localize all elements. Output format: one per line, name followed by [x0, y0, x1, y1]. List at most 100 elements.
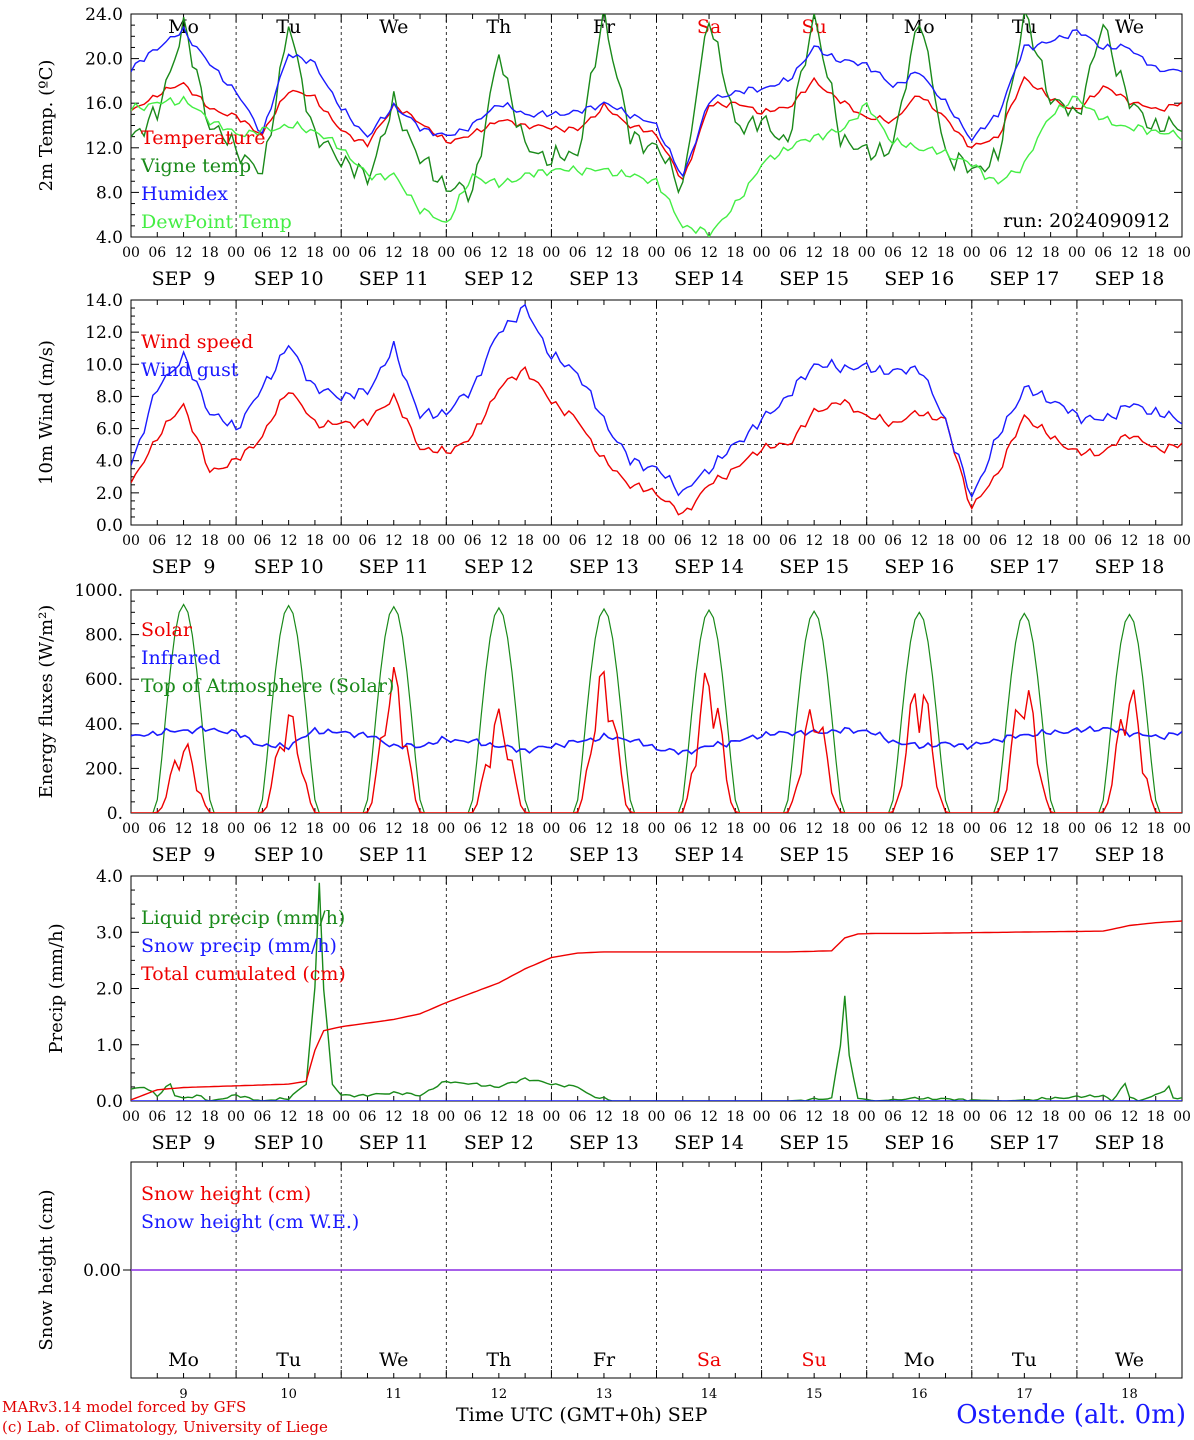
- hour-tick-label: 18: [1042, 533, 1060, 549]
- day-number-label: 10: [280, 1387, 297, 1402]
- hour-tick-label: 18: [832, 533, 850, 549]
- day-number-label: 12: [491, 1387, 508, 1402]
- day-number-label: 14: [701, 1387, 718, 1402]
- hour-tick-label: 06: [148, 245, 166, 261]
- hour-tick-label: 00: [1173, 1109, 1191, 1125]
- hour-tick-label: 12: [1015, 821, 1033, 837]
- hour-tick-label: 06: [569, 533, 587, 549]
- weekday-label: Th: [486, 16, 511, 38]
- y-axis-label: Energy fluxes (W/m²): [36, 605, 57, 799]
- weekday-label: Su: [802, 1349, 827, 1371]
- hour-tick-label: 00: [648, 245, 666, 261]
- hour-tick-label: 00: [1068, 1109, 1086, 1125]
- hour-tick-label: 06: [253, 1109, 271, 1125]
- hour-tick-label: 12: [1015, 245, 1033, 261]
- hour-tick-label: 00: [122, 245, 140, 261]
- date-label: SEP 10: [254, 1132, 324, 1154]
- hour-tick-label: 00: [437, 533, 455, 549]
- weekday-label: Sa: [697, 1349, 721, 1371]
- hour-tick-label: 12: [280, 1109, 298, 1125]
- hour-tick-label: 12: [280, 533, 298, 549]
- hour-tick-label: 00: [1173, 245, 1191, 261]
- date-label: SEP 10: [254, 844, 324, 866]
- y-axis-label: 2m Temp. (ºC): [36, 60, 57, 192]
- series-line-top-of-atmosphere: [131, 603, 1182, 813]
- hour-tick-label: 18: [726, 821, 744, 837]
- hour-tick-label: 18: [201, 821, 219, 837]
- hour-tick-label: 18: [516, 245, 534, 261]
- legend-entry: Temperature: [141, 127, 265, 149]
- hour-tick-label: 12: [175, 1109, 193, 1125]
- weekday-label: Fr: [593, 16, 616, 38]
- hour-tick-label: 18: [411, 821, 429, 837]
- y-tick-label: 2.0: [96, 484, 123, 504]
- hour-tick-label: 18: [516, 821, 534, 837]
- station-label: Ostende (alt. 0m): [956, 1400, 1186, 1430]
- day-number-label: 13: [596, 1387, 613, 1402]
- hour-tick-label: 12: [700, 245, 718, 261]
- hour-tick-label: 06: [884, 533, 902, 549]
- run-label: run: 2024090912: [1003, 210, 1170, 232]
- hour-tick-label: 18: [306, 1109, 324, 1125]
- date-label: SEP 16: [884, 556, 954, 578]
- hour-tick-label: 18: [1147, 1109, 1165, 1125]
- hour-tick-label: 12: [1121, 1109, 1139, 1125]
- legend-entry: Snow height (cm W.E.): [141, 1211, 359, 1233]
- y-tick-label: 20.0: [85, 50, 123, 70]
- hour-tick-label: 18: [516, 533, 534, 549]
- hour-tick-label: 18: [937, 821, 955, 837]
- date-label: SEP 13: [569, 556, 639, 578]
- hour-tick-label: 18: [621, 245, 639, 261]
- hour-tick-label: 00: [122, 1109, 140, 1125]
- series-line-wind-gust: [131, 303, 1182, 499]
- weekday-label: Fr: [593, 1349, 616, 1371]
- hour-tick-label: 00: [542, 245, 560, 261]
- hour-tick-label: 06: [569, 1109, 587, 1125]
- hour-tick-label: 18: [937, 533, 955, 549]
- hour-tick-label: 06: [1094, 821, 1112, 837]
- y-tick-label: 1.0: [96, 1036, 123, 1056]
- date-label: SEP 11: [359, 268, 429, 290]
- hour-tick-label: 06: [1094, 245, 1112, 261]
- hour-tick-label: 12: [175, 245, 193, 261]
- hour-tick-label: 00: [648, 533, 666, 549]
- legend-entry: Vigne temp: [140, 155, 251, 177]
- date-label: SEP 12: [464, 556, 534, 578]
- legend-entry: Humidex: [141, 183, 228, 205]
- date-label: SEP 18: [1095, 844, 1165, 866]
- hour-tick-label: 00: [227, 533, 245, 549]
- y-tick-label: 6.0: [96, 420, 123, 440]
- hour-tick-label: 12: [490, 245, 508, 261]
- hour-tick-label: 06: [989, 245, 1007, 261]
- hour-tick-label: 00: [963, 245, 981, 261]
- hour-tick-label: 18: [832, 821, 850, 837]
- hour-tick-label: 12: [1015, 533, 1033, 549]
- hour-tick-label: 12: [385, 245, 403, 261]
- date-label: SEP 17: [989, 844, 1059, 866]
- date-label: SEP 17: [989, 556, 1059, 578]
- legend-entry: Solar: [141, 619, 193, 641]
- hour-tick-label: 06: [1094, 1109, 1112, 1125]
- date-label: SEP 9: [152, 556, 216, 578]
- hour-tick-label: 06: [989, 821, 1007, 837]
- date-label: SEP 18: [1095, 268, 1165, 290]
- series-line-wind-speed: [131, 365, 1182, 516]
- hour-tick-label: 12: [910, 245, 928, 261]
- date-label: SEP 11: [359, 1132, 429, 1154]
- hour-tick-label: 00: [753, 1109, 771, 1125]
- hour-tick-label: 00: [753, 245, 771, 261]
- weekday-label: Mo: [904, 1349, 935, 1371]
- hour-tick-label: 00: [648, 1109, 666, 1125]
- hour-tick-label: 00: [332, 245, 350, 261]
- y-tick-label: 4.0: [96, 867, 123, 887]
- hour-tick-label: 06: [359, 1109, 377, 1125]
- y-tick-label: 4.0: [96, 452, 123, 472]
- date-label: SEP 15: [779, 556, 849, 578]
- hour-tick-label: 06: [569, 821, 587, 837]
- hour-tick-label: 00: [437, 821, 455, 837]
- time-axis-label: Time UTC (GMT+0h) SEP: [456, 1404, 708, 1426]
- hour-tick-label: 12: [595, 533, 613, 549]
- hour-tick-label: 06: [674, 1109, 692, 1125]
- date-label: SEP 17: [989, 1132, 1059, 1154]
- date-label: SEP 10: [254, 556, 324, 578]
